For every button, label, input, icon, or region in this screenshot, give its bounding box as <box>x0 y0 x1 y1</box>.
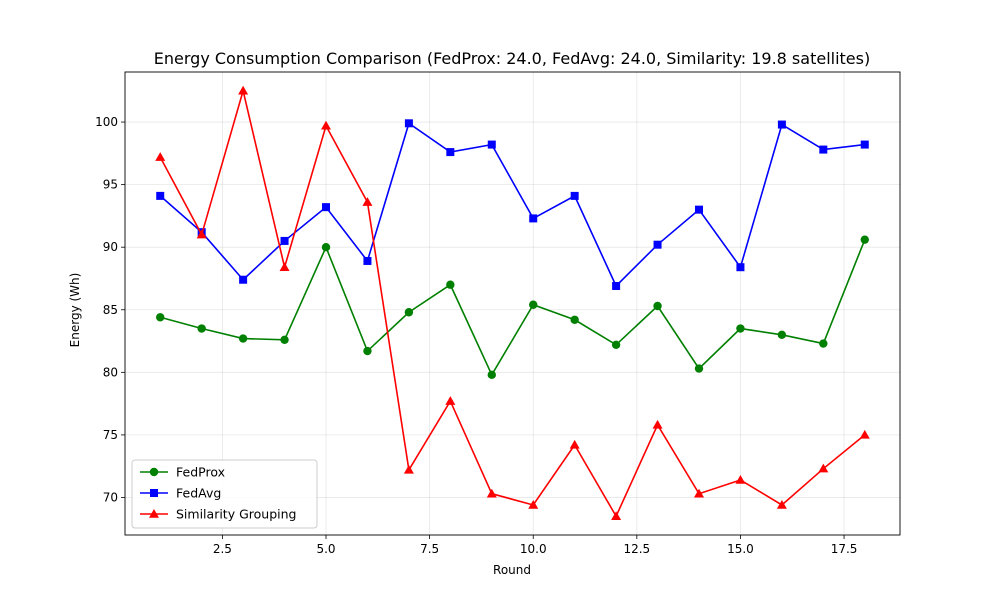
x-tick-label: 7.5 <box>420 542 439 556</box>
series-line-similarity-grouping <box>159 87 866 518</box>
data-point-fedprox <box>404 308 414 317</box>
y-tick-label: 100 <box>95 115 118 129</box>
data-point-fedprox <box>321 242 331 252</box>
data-point-similarity-grouping <box>279 262 290 271</box>
x-tick-label: 12.5 <box>623 542 650 556</box>
y-tick-label: 95 <box>103 178 118 192</box>
legend-box <box>131 459 318 529</box>
data-point-fedprox <box>777 330 787 339</box>
legend-swatch-marker <box>150 489 158 497</box>
series-fedprox <box>156 235 869 380</box>
legend-entry-similarity-grouping: Similarity Grouping <box>140 507 296 522</box>
data-point-fedavg <box>736 263 745 272</box>
data-point-fedavg <box>404 119 413 128</box>
series-layer <box>155 85 870 520</box>
data-point-fedavg <box>860 140 869 149</box>
series-line-fedavg <box>159 122 865 288</box>
data-point-fedavg <box>280 236 289 245</box>
series-fedavg <box>156 119 869 290</box>
data-point-fedavg <box>322 203 331 212</box>
data-point-similarity-grouping <box>693 488 704 498</box>
data-point-similarity-grouping <box>238 85 249 95</box>
legend-label: FedAvg <box>176 486 221 501</box>
y-axis-label: Energy (Wh) <box>68 273 82 348</box>
y-tick-label: 75 <box>103 428 118 442</box>
data-point-fedavg <box>777 120 786 129</box>
data-point-similarity-grouping <box>611 511 622 520</box>
x-tick-label: 2.5 <box>213 542 232 556</box>
data-point-fedavg <box>156 191 165 200</box>
x-tick-label: 17.5 <box>831 542 858 556</box>
data-point-fedavg <box>239 275 248 284</box>
data-point-fedprox <box>611 340 621 349</box>
data-point-similarity-grouping <box>362 197 373 206</box>
y-axis: 70 75 80 85 90 95 100 <box>95 115 125 504</box>
x-tick-label: 10.0 <box>520 542 547 556</box>
legend-label: FedProx <box>176 465 225 480</box>
data-point-fedavg <box>446 148 455 157</box>
data-point-fedprox <box>156 313 165 322</box>
legend: FedProx FedAvg Similarity Grouping <box>131 459 318 529</box>
legend-entry-fedavg: FedAvg <box>140 486 221 501</box>
data-point-fedavg <box>570 191 579 200</box>
y-tick-label: 70 <box>103 490 118 504</box>
data-point-similarity-grouping <box>735 474 746 484</box>
data-point-fedavg <box>487 140 496 149</box>
data-point-fedprox <box>197 324 206 333</box>
data-point-similarity-grouping <box>155 152 166 161</box>
data-point-fedprox <box>363 346 372 356</box>
data-point-similarity-grouping <box>776 499 787 509</box>
data-point-fedprox <box>529 300 538 309</box>
data-point-fedprox <box>570 315 579 324</box>
x-axis: 2.5 5.0 7.5 10.0 12.5 15.0 17.5 <box>213 535 858 556</box>
plot-area-frame <box>124 71 901 536</box>
x-tick-label: 5.0 <box>316 542 335 556</box>
data-point-fedprox <box>487 370 496 380</box>
data-point-similarity-grouping <box>569 439 580 449</box>
y-tick-label: 90 <box>103 240 118 254</box>
data-point-fedavg <box>653 240 662 249</box>
x-axis-label: Round <box>493 563 531 577</box>
data-point-fedavg <box>529 214 538 223</box>
y-tick-label: 85 <box>103 303 118 317</box>
data-point-similarity-grouping <box>486 488 497 498</box>
data-point-fedprox <box>736 324 745 333</box>
data-point-fedprox <box>238 334 248 343</box>
data-point-similarity-grouping <box>818 463 829 473</box>
data-point-similarity-grouping <box>652 419 663 429</box>
legend-entry-fedprox: FedProx <box>140 465 225 480</box>
legend-swatch-marker <box>149 509 159 518</box>
data-point-fedprox <box>653 301 662 311</box>
data-point-similarity-grouping <box>321 120 332 130</box>
grid <box>125 72 900 535</box>
data-point-fedprox <box>446 280 455 289</box>
data-point-fedprox <box>280 335 289 344</box>
data-point-similarity-grouping <box>403 464 414 474</box>
chart-title: Energy Consumption Comparison (FedProx: … <box>154 49 870 68</box>
data-point-fedprox <box>694 364 704 373</box>
legend-label: Similarity Grouping <box>176 507 296 522</box>
data-point-fedprox <box>819 339 828 348</box>
legend-swatch-marker <box>149 467 159 477</box>
data-point-fedavg <box>363 256 372 265</box>
data-point-similarity-grouping <box>196 229 207 239</box>
data-point-similarity-grouping <box>445 396 456 405</box>
data-point-fedavg <box>612 281 621 290</box>
x-tick-label: 15.0 <box>727 542 754 556</box>
data-point-fedavg <box>819 145 828 154</box>
data-point-fedavg <box>694 205 703 214</box>
y-tick-label: 80 <box>103 365 118 379</box>
series-similarity-grouping <box>155 85 870 520</box>
data-point-fedprox <box>860 235 869 244</box>
data-point-similarity-grouping <box>859 429 870 439</box>
data-point-similarity-grouping <box>528 499 539 509</box>
series-line-fedprox <box>160 239 866 377</box>
